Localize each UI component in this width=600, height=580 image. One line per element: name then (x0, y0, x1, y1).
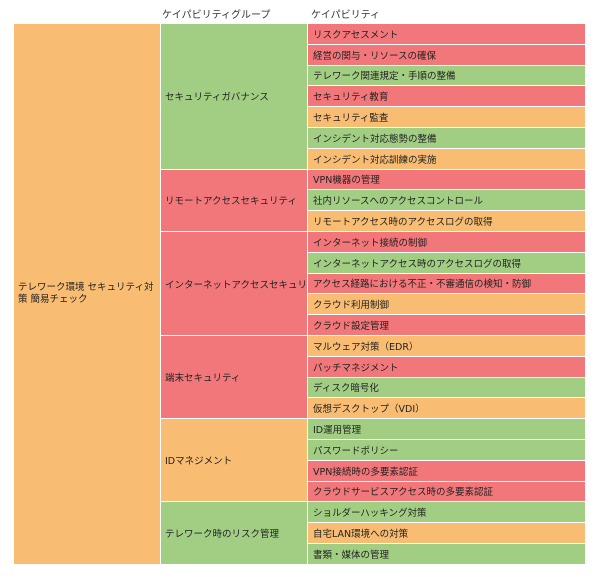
capability-node[interactable]: セキュリティ教育 (308, 86, 586, 108)
capability-node[interactable]: セキュリティ監査 (308, 107, 586, 128)
capability-node[interactable]: インターネット接続の制御 (308, 232, 586, 253)
capability-node[interactable]: VPN機器の管理 (308, 169, 586, 191)
group-node[interactable]: セキュリティガバナンス (161, 24, 308, 170)
capability-node[interactable]: リスクアセスメント (308, 24, 586, 45)
capability-node[interactable]: アクセス経路における不正・不審通信の検知・防御 (308, 273, 586, 295)
capability-node[interactable]: 書類・媒体の管理 (308, 544, 586, 565)
capability-node[interactable]: クラウド設定管理 (308, 315, 586, 336)
group-column-header: ケイパビリティグループ (162, 10, 271, 21)
group-node[interactable]: 端末セキュリティ (161, 336, 308, 420)
capability-node[interactable]: 自宅LAN環境への対策 (308, 523, 586, 544)
capability-node[interactable]: パスワードポリシー (308, 440, 586, 461)
capability-node[interactable]: リモートアクセス時のアクセスログの取得 (308, 211, 586, 232)
capability-node[interactable]: 経営の関与・リソースの確保 (308, 44, 586, 66)
capability-node[interactable]: ショルダーハッキング対策 (308, 502, 586, 524)
capability-column-header: ケイパビリティ (311, 10, 380, 21)
capability-node[interactable]: 仮想デスクトップ（VDI） (308, 398, 586, 420)
group-node[interactable]: リモートアクセスセキュリティ (161, 169, 308, 232)
capability-node[interactable]: 社内リソースへのアクセスコントロール (308, 190, 586, 212)
group-node[interactable]: IDマネジメント (161, 419, 308, 503)
capability-node[interactable]: VPN接続時の多要素認証 (308, 460, 586, 482)
capability-node[interactable]: インシデント対応訓練の実施 (308, 148, 586, 170)
capability-node[interactable]: クラウドサービスアクセス時の多要素認証 (308, 481, 586, 503)
capability-node[interactable]: パッチマネジメント (308, 356, 586, 378)
capability-node[interactable]: ID運用管理 (308, 419, 586, 440)
capability-node[interactable]: ディスク暗号化 (308, 377, 586, 399)
capability-node[interactable]: マルウェア対策（EDR） (308, 336, 586, 357)
group-node[interactable]: インターネットアクセスセキュリティ (161, 232, 308, 336)
capability-node[interactable]: テレワーク関連規定・手順の整備 (308, 65, 586, 87)
capability-node[interactable]: クラウド利用制御 (308, 294, 586, 316)
capability-node[interactable]: インシデント対応態勢の整備 (308, 128, 586, 149)
group-node[interactable]: テレワーク時のリスク管理 (161, 502, 308, 565)
capability-node[interactable]: インターネットアクセス時のアクセスログの取得 (308, 252, 586, 274)
root-node[interactable]: テレワーク環境 セキュリティ対策 簡易チェック (14, 24, 161, 565)
